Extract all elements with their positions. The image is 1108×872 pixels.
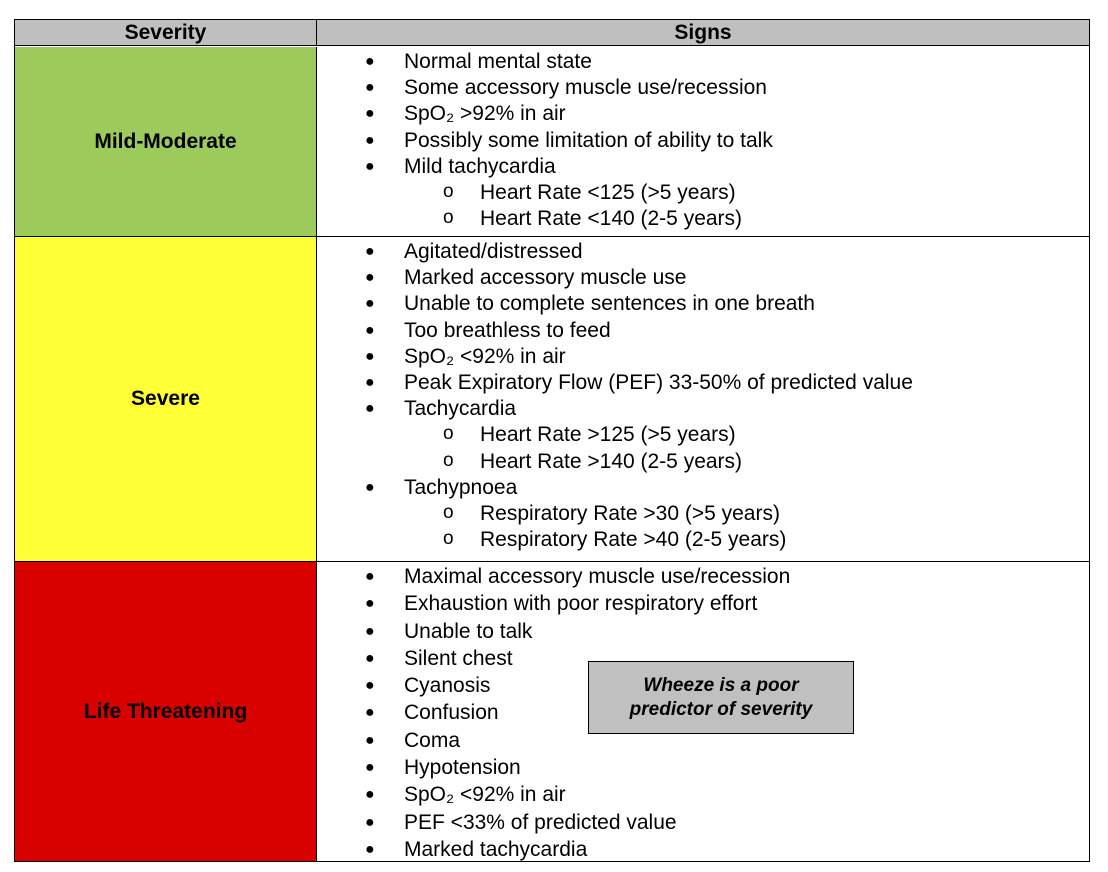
list-subitem: o Heart Rate >125 (>5 years) <box>443 423 736 447</box>
list-item: ● Unable to complete sentences in one bre… <box>317 291 1089 317</box>
list-subitem: o Heart Rate <125 (>5 years) <box>443 180 736 204</box>
list-item: ● Agitated/distressed <box>317 239 1089 265</box>
list-item: ● SpO₂ >92% in air <box>317 101 1089 127</box>
bullet-icon: ● <box>365 786 375 804</box>
bullet-icon: ● <box>365 243 375 260</box>
list-item: ● Silent chest <box>317 645 1089 672</box>
note-line-1: Wheeze is a poor <box>643 674 799 696</box>
list-item: ● SpO₂ <92% in air <box>317 344 1089 370</box>
bullet-icon: ● <box>365 568 375 585</box>
bullet-icon: ● <box>365 595 375 613</box>
signs-list-life-threatening: ● Maximal accessory muscle use/recession … <box>317 563 1089 863</box>
bullet-icon: ● <box>365 400 375 418</box>
bullet-icon: ● <box>365 759 375 777</box>
severity-column-header: Severity <box>15 20 317 46</box>
list-item: ● Confusion <box>317 699 1089 726</box>
list-item: ● Tachycardia <box>317 396 1089 422</box>
list-item: ● Some accessory muscle use/recession <box>317 75 1089 101</box>
sub-bullet-icon: o <box>443 501 454 523</box>
bullet-icon: ● <box>365 731 375 749</box>
wheeze-note-box: Wheeze is a poor predictor of severity <box>588 661 854 734</box>
signs-list-severe: ● Agitated/distressed ● Marked accessory m… <box>317 239 1089 553</box>
list-item: ● Too breathless to feed <box>317 318 1089 344</box>
list-item: ● Normal mental state <box>317 49 1089 75</box>
bullet-icon: ● <box>365 157 375 175</box>
sub-bullet-icon: o <box>443 207 454 229</box>
bullet-icon: ● <box>365 105 375 123</box>
bullet-icon: ● <box>365 347 375 365</box>
bullet-icon: ● <box>365 813 375 831</box>
list-item: ● Tachypnoea <box>317 475 1089 501</box>
bullet-icon: ● <box>365 131 375 149</box>
list-item: ● Mild tachycardia <box>317 154 1089 180</box>
bullet-icon: ● <box>365 373 375 391</box>
severity-label-mild-moderate: Mild-Moderate <box>15 47 317 236</box>
bullet-icon: ● <box>365 704 375 722</box>
note-line-2: predictor of severity <box>629 698 813 720</box>
bullet-icon: ● <box>365 478 375 496</box>
list-subitem: o Heart Rate <140 (2-5 years) <box>443 207 743 231</box>
bullet-icon: ● <box>365 622 375 640</box>
list-item: ● Peak Expiratory Flow (PEF) 33-50% of pr… <box>317 370 1089 396</box>
list-item: ● Unable to talk <box>317 618 1089 645</box>
list-subitem: o Heart Rate >140 (2-5 years) <box>443 449 743 473</box>
severity-table: Severity Signs Mild-Moderate ● Normal men… <box>14 19 1090 862</box>
list-item: ● Possibly some limitation of ability to … <box>317 128 1089 154</box>
sub-bullet-icon: o <box>443 423 454 445</box>
signs-list-mild-moderate: ● Normal mental state ● Some accessory mus… <box>317 49 1089 232</box>
bullet-icon: ● <box>365 295 375 313</box>
list-item: ● Coma <box>317 727 1089 754</box>
sub-bullet-icon: o <box>443 528 454 550</box>
list-item: ● PEF <33% of predicted value <box>317 809 1089 836</box>
severity-label-life-threatening: Life Threatening <box>15 562 317 861</box>
list-item: ● Maximal accessory muscle use/recession <box>317 563 1089 590</box>
list-item: ● Cyanosis <box>317 672 1089 699</box>
row-life-threatening: Life Threatening ● Maximal accessory musc… <box>15 562 1089 861</box>
list-subitem: o Respiratory Rate >40 (2-5 years) <box>443 528 787 552</box>
bullet-icon: ● <box>365 321 375 339</box>
bullet-icon: ● <box>365 649 375 667</box>
list-item: ● Exhaustion with poor respiratory effort <box>317 590 1089 617</box>
severity-label-severe: Severe <box>15 237 317 561</box>
sub-bullet-icon: o <box>443 449 454 471</box>
bullet-icon: ● <box>365 269 375 287</box>
list-item: ● Marked tachycardia <box>317 836 1089 863</box>
list-item: ● Marked accessory muscle use <box>317 265 1089 291</box>
signs-column-header: Signs <box>674 21 732 44</box>
bullet-icon: ● <box>365 53 375 70</box>
row-severe: Severe ● Agitated/distressed ● Marked acce… <box>15 237 1089 562</box>
bullet-icon: ● <box>365 840 375 858</box>
table-header-row: Severity Signs <box>15 20 1089 46</box>
sub-bullet-icon: o <box>443 180 454 202</box>
list-item: ● Hypotension <box>317 754 1089 781</box>
bullet-icon: ● <box>365 79 375 97</box>
list-item: ● SpO₂ <92% in air <box>317 781 1089 808</box>
bullet-icon: ● <box>365 677 375 695</box>
row-mild-moderate: Mild-Moderate ● Normal mental state ● Some… <box>15 47 1089 237</box>
list-subitem: o Respiratory Rate >30 (>5 years) <box>443 501 780 525</box>
